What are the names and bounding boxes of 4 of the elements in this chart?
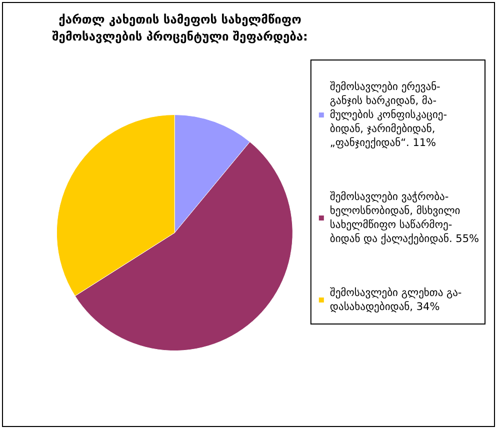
legend-label: შემოსავლები ვაჭრობა- ხელოსნობიდან, მსხვილი სახელმწიფო საწარმოე- ბიდან და ქალაქებიდან. 55% [330, 191, 480, 245]
legend-label: შემოსავლები ერევან- განჯის ხარკიდან, მა- მულების კონფისკაციე- ბიდან, ჯარიმებიდან, „ფანჯიექიდან“. 11% [330, 81, 448, 149]
legend-label: შემოსავლები გლეხთა გა- დასახადებიდან, 34% [330, 287, 462, 313]
chart-title: ქართლ კახეთის სამეფოს სახელმწიფო შემოსავლების პროცენტული შეფარდება: [52, 12, 308, 44]
